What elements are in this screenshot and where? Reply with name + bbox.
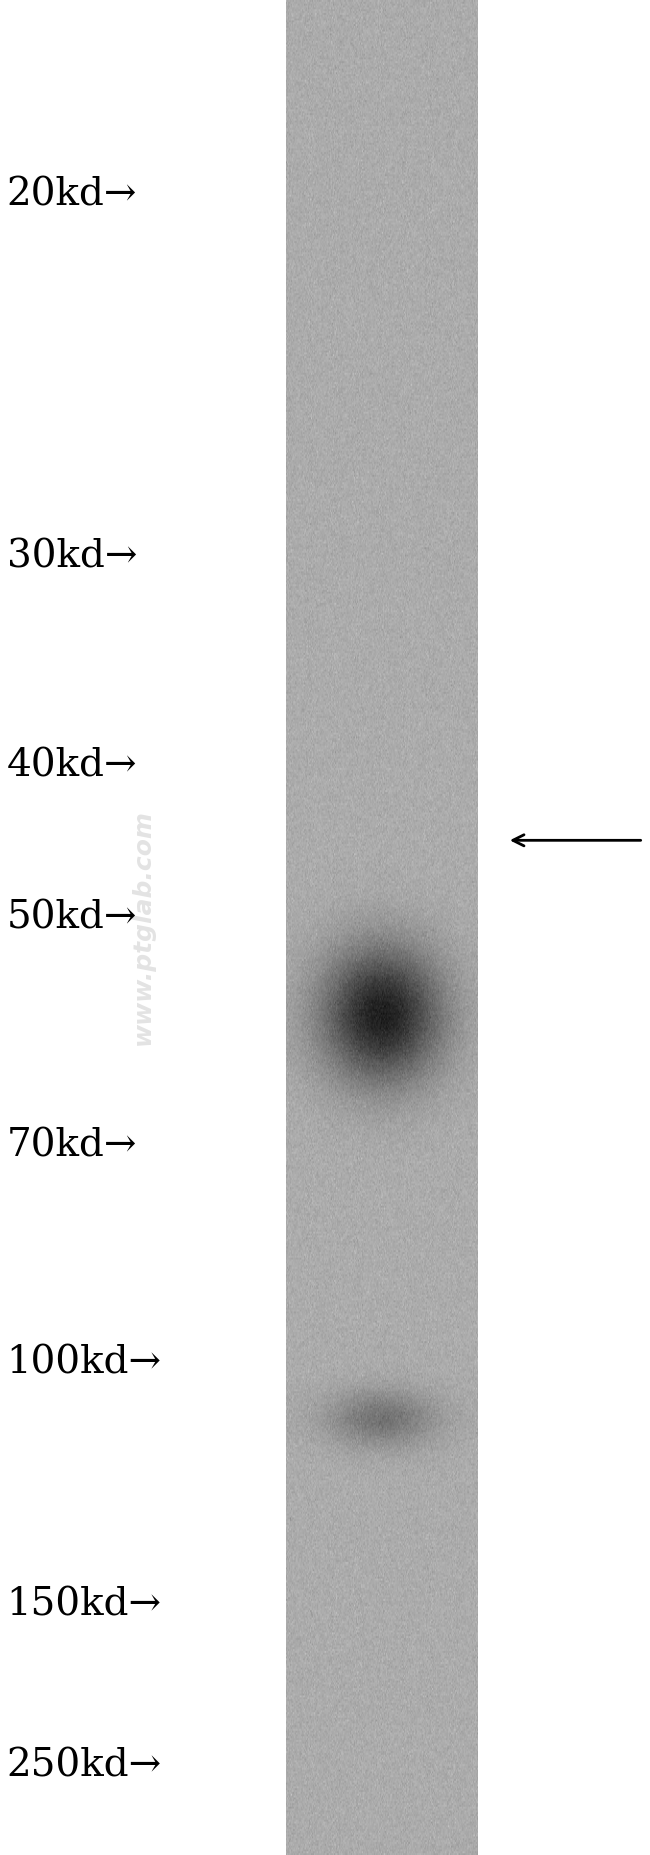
Text: 40kd→: 40kd→ xyxy=(6,748,137,785)
Text: 150kd→: 150kd→ xyxy=(6,1586,162,1623)
Text: 250kd→: 250kd→ xyxy=(6,1747,162,1785)
Text: 30kd→: 30kd→ xyxy=(6,538,137,575)
Text: 20kd→: 20kd→ xyxy=(6,176,137,213)
Text: 70kd→: 70kd→ xyxy=(6,1128,137,1165)
Text: 50kd→: 50kd→ xyxy=(6,900,137,937)
Text: www.ptglab.com: www.ptglab.com xyxy=(131,809,155,1046)
Text: 100kd→: 100kd→ xyxy=(6,1345,162,1382)
